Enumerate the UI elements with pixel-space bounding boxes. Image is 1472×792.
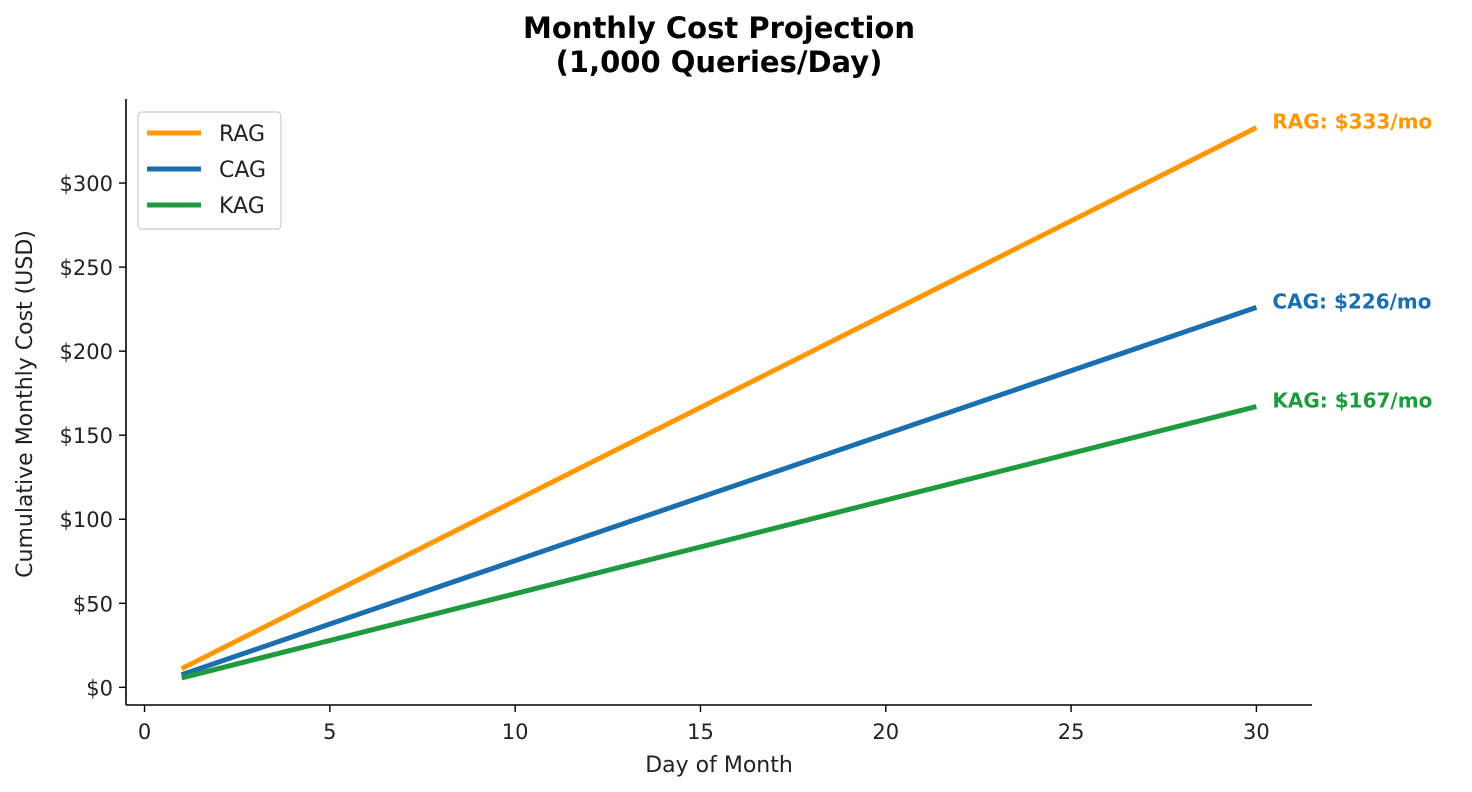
x-tick-label: 5 — [323, 720, 336, 744]
series-line-cag — [180, 305, 1258, 678]
x-tick-label: 0 — [138, 720, 151, 744]
legend: RAG CAG KAG — [137, 111, 282, 230]
x-axis-label: Day of Month — [645, 753, 793, 778]
y-tick-label: $100 — [60, 508, 113, 532]
y-tick-label: $250 — [60, 256, 113, 280]
chart-title-line-2: (1,000 Queries/Day) — [556, 45, 883, 79]
y-tick-label: $50 — [73, 592, 113, 616]
end-label-cag: CAG: $226/mo — [1272, 289, 1431, 313]
legend-label-kag: KAG — [219, 194, 265, 219]
end-label-kag: KAG: $167/mo — [1272, 389, 1432, 413]
y-axis-label: Cumulative Monthly Cost (USD) — [13, 230, 38, 578]
x-tick-label: 10 — [502, 720, 529, 744]
y-tick-label: $0 — [86, 676, 113, 700]
y-tick-label: $300 — [60, 172, 113, 196]
end-label-rag: RAG: $333/mo — [1272, 110, 1432, 134]
legend-label-rag: RAG — [219, 122, 265, 147]
end-labels: RAG: $333/mo CAG: $226/mo KAG: $167/mo — [1272, 110, 1432, 413]
axes: 0 5 10 15 20 25 30 $0 $50 $100 $150 $200 $250 $300 — [60, 99, 1312, 744]
x-tick-label: 25 — [1058, 720, 1085, 744]
x-tick-label: 20 — [872, 720, 899, 744]
legend-box — [137, 111, 282, 230]
series-line-rag — [180, 125, 1258, 671]
x-tick-label: 15 — [687, 720, 714, 744]
y-tick-label: $150 — [60, 424, 113, 448]
y-tick-label: $200 — [60, 340, 113, 364]
legend-label-cag: CAG — [219, 158, 266, 183]
chart-title-line-1: Monthly Cost Projection — [523, 11, 915, 45]
x-tick-label: 30 — [1243, 720, 1270, 744]
series-line-kag — [180, 404, 1258, 681]
series-layer — [180, 125, 1258, 681]
